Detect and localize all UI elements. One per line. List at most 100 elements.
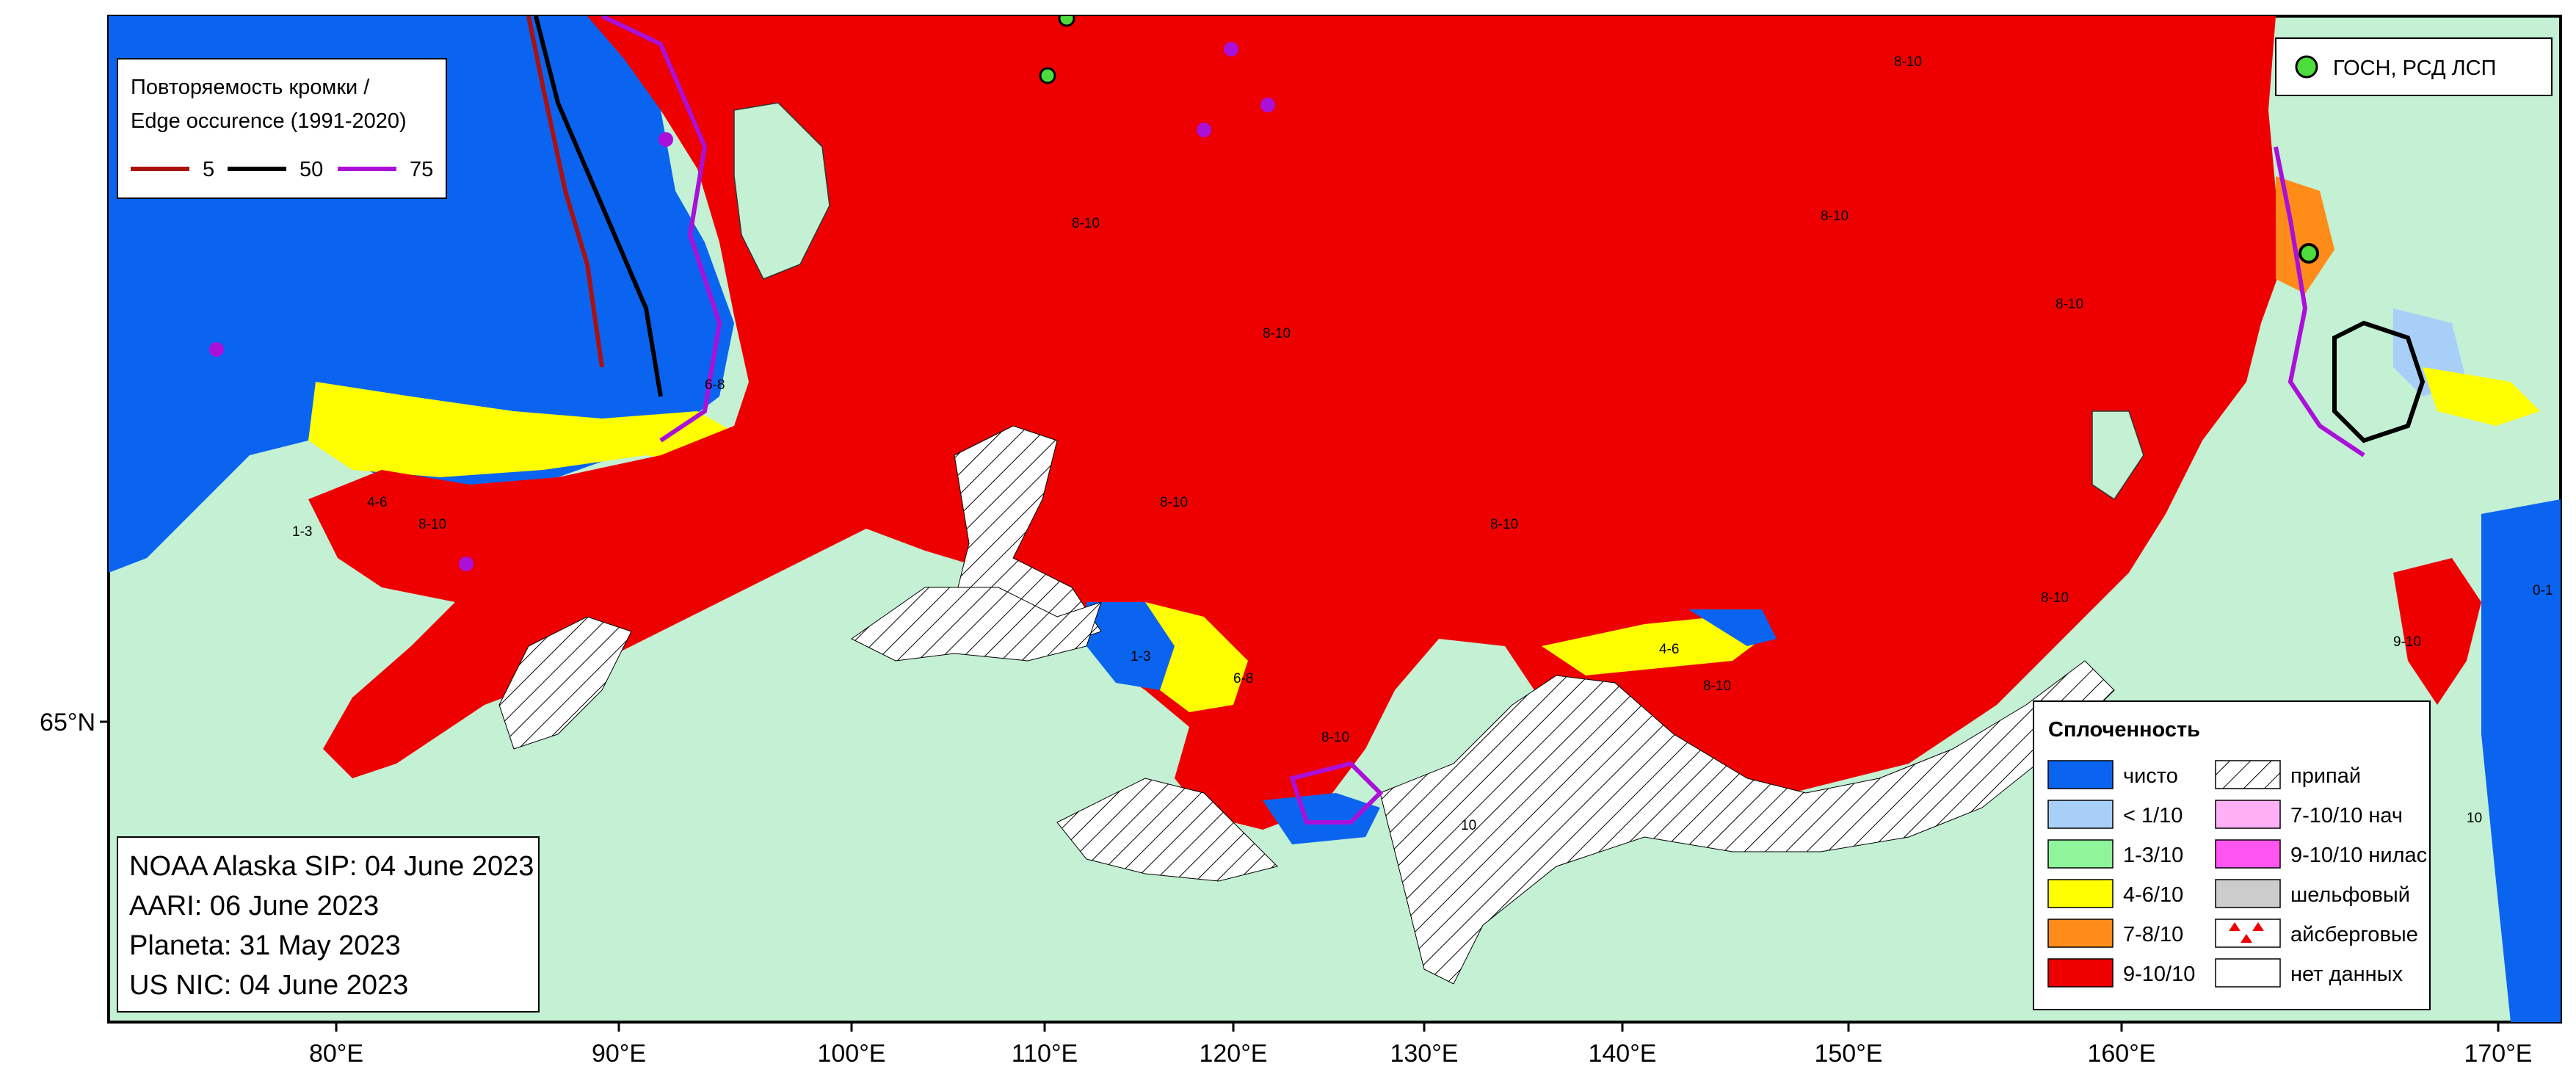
- concentration-legend: Сплоченность чисто < 1/10 1-3/10 4-6/10 …: [2033, 700, 2431, 1010]
- conc-label: 1-3: [292, 524, 312, 540]
- concentration-legend-title: Сплоченность: [2048, 718, 2200, 742]
- edge-legend-title: Повторяемость кромки /: [131, 76, 370, 99]
- x-axis: 80°E 90°E 100°E 110°E 120°E 130°E 140°E …: [309, 1022, 2533, 1068]
- swatch-nilas: [2215, 839, 2281, 869]
- conc-label: 9-10: [2393, 634, 2421, 650]
- edge-line-50: [534, 16, 663, 397]
- edge-legend-label-5: 5: [203, 158, 214, 181]
- laptev-ice-yellow: [1145, 602, 1248, 712]
- source-line-noaa: NOAA Alaska SIP: 04 June 2023: [129, 851, 534, 882]
- fast-ice-khatanga: [851, 587, 1102, 662]
- swatch-7-10-new: [2215, 800, 2281, 829]
- lon-tick-label: 130°E: [1390, 1040, 1458, 1068]
- swatch-1-3: [2047, 839, 2114, 869]
- label-4-6: 4-6/10: [2123, 883, 2183, 907]
- swatch-clear: [2047, 760, 2114, 789]
- edge-line-75-laptev: [1289, 761, 1384, 825]
- kara-ice-yellow: [308, 382, 749, 477]
- label-1-3: 1-3/10: [2123, 844, 2183, 867]
- severnaya-zemlya: [733, 102, 830, 280]
- conc-label: 0-1: [2533, 583, 2553, 598]
- label-fast-ice: припай: [2290, 764, 2361, 788]
- lon-tick-label: 170°E: [2464, 1040, 2532, 1068]
- y-axis: 65°N: [40, 709, 109, 736]
- source-line-usnic: US NIC: 04 June 2023: [129, 970, 408, 1001]
- label-clear: чисто: [2123, 764, 2178, 788]
- stations-legend: ГОСН, РСД ЛСП: [2275, 37, 2553, 96]
- station-point-purple: [209, 342, 224, 357]
- edge-line-75: [601, 16, 722, 443]
- swatch-shelf: [2215, 879, 2281, 908]
- lon-tick-label: 150°E: [1814, 1040, 1882, 1068]
- chukchi-open-water: [2481, 499, 2561, 1022]
- station-legend-label: ГОСН, РСД ЛСП: [2333, 57, 2496, 80]
- source-line-planeta: Planeta: 31 May 2023: [129, 930, 401, 961]
- triangle-icon: [2215, 919, 2281, 948]
- label-no-data: нет данных: [2290, 963, 2403, 986]
- conc-label: 1-3: [1131, 649, 1150, 664]
- conc-label: 8-10: [1321, 730, 1349, 745]
- swatch-9-10: [2047, 958, 2114, 988]
- station-point-purple: [1197, 123, 1211, 137]
- conc-label: 10: [2467, 811, 2482, 826]
- conc-label: 8-10: [2056, 297, 2083, 312]
- edge-line-50-east: [2332, 320, 2426, 443]
- conc-label: 8-10: [1160, 495, 1188, 510]
- station-point-purple: [1224, 42, 1238, 57]
- east-ice-yellow: [2423, 367, 2540, 426]
- lon-tick-label: 110°E: [1012, 1040, 1078, 1068]
- lon-tick-label: 160°E: [2087, 1040, 2155, 1068]
- east-siberian-blue: [1688, 609, 1777, 646]
- conc-label: 4-6: [367, 495, 387, 510]
- lat-tick-label: 65°N: [40, 709, 95, 736]
- fast-ice-lena: [1056, 778, 1278, 882]
- lon-tick-label: 100°E: [817, 1040, 885, 1068]
- station-point-purple: [658, 132, 673, 147]
- source-line-aari: AARI: 06 June 2023: [129, 891, 379, 921]
- lena-delta-blue: [1263, 793, 1380, 844]
- conc-label: 6-8: [705, 377, 725, 393]
- edge-legend-subtitle: Edge occurence (1991-2020): [131, 109, 407, 133]
- lon-tick-label: 80°E: [309, 1040, 363, 1068]
- laptev-open-water: [1086, 602, 1175, 690]
- conc-label: 8-10: [418, 517, 446, 532]
- lon-tick-label: 140°E: [1588, 1040, 1656, 1068]
- east-siberian-yellow: [1542, 617, 1762, 675]
- conc-label: 10: [1461, 818, 1476, 833]
- lon-tick-label: 90°E: [592, 1040, 646, 1068]
- conc-label: 8-10: [1263, 326, 1291, 341]
- conc-label: 8-10: [1703, 678, 1731, 694]
- new-siberian-island: [2091, 410, 2144, 501]
- swatch-lt1: [2047, 800, 2114, 829]
- station-point: [1039, 67, 1056, 84]
- label-9-10: 9-10/10: [2123, 963, 2195, 986]
- label-shelf: шельфовый: [2290, 883, 2410, 907]
- chukchi-ice-red: [2393, 558, 2481, 705]
- conc-label: 8-10: [1072, 216, 1100, 231]
- label-lt1: < 1/10: [2123, 804, 2183, 827]
- swatch-7-8: [2047, 919, 2114, 948]
- label-7-8: 7-8/10: [2123, 923, 2183, 946]
- lon-tick-label: 120°E: [1199, 1040, 1267, 1068]
- station-point-purple: [1260, 98, 1275, 112]
- label-icebergs: айсберговые: [2290, 923, 2418, 946]
- conc-label: 6-8: [1233, 671, 1253, 687]
- station-legend-icon: [2295, 55, 2318, 79]
- fast-ice-kara: [498, 616, 632, 750]
- swatch-4-6: [2047, 879, 2114, 908]
- edge-legend: Повторяемость кромки / Edge occurence (1…: [117, 58, 447, 199]
- edge-legend-label-50: 50: [300, 158, 323, 181]
- station-point: [1058, 16, 1075, 27]
- swatch-no-data: [2215, 958, 2281, 988]
- conc-label: 8-10: [1490, 517, 1518, 532]
- label-7-10-new: 7-10/10 нач: [2290, 804, 2403, 827]
- conc-label: 8-10: [1894, 54, 1922, 70]
- station-point: [2299, 243, 2319, 264]
- station-point-purple: [459, 557, 474, 571]
- edge-line-5: [526, 16, 604, 368]
- conc-label: 4-6: [1659, 642, 1679, 657]
- label-nilas: 9-10/10 нилас: [2290, 844, 2427, 867]
- conc-label: 8-10: [1821, 209, 1848, 224]
- east-ice-orange: [2276, 176, 2334, 294]
